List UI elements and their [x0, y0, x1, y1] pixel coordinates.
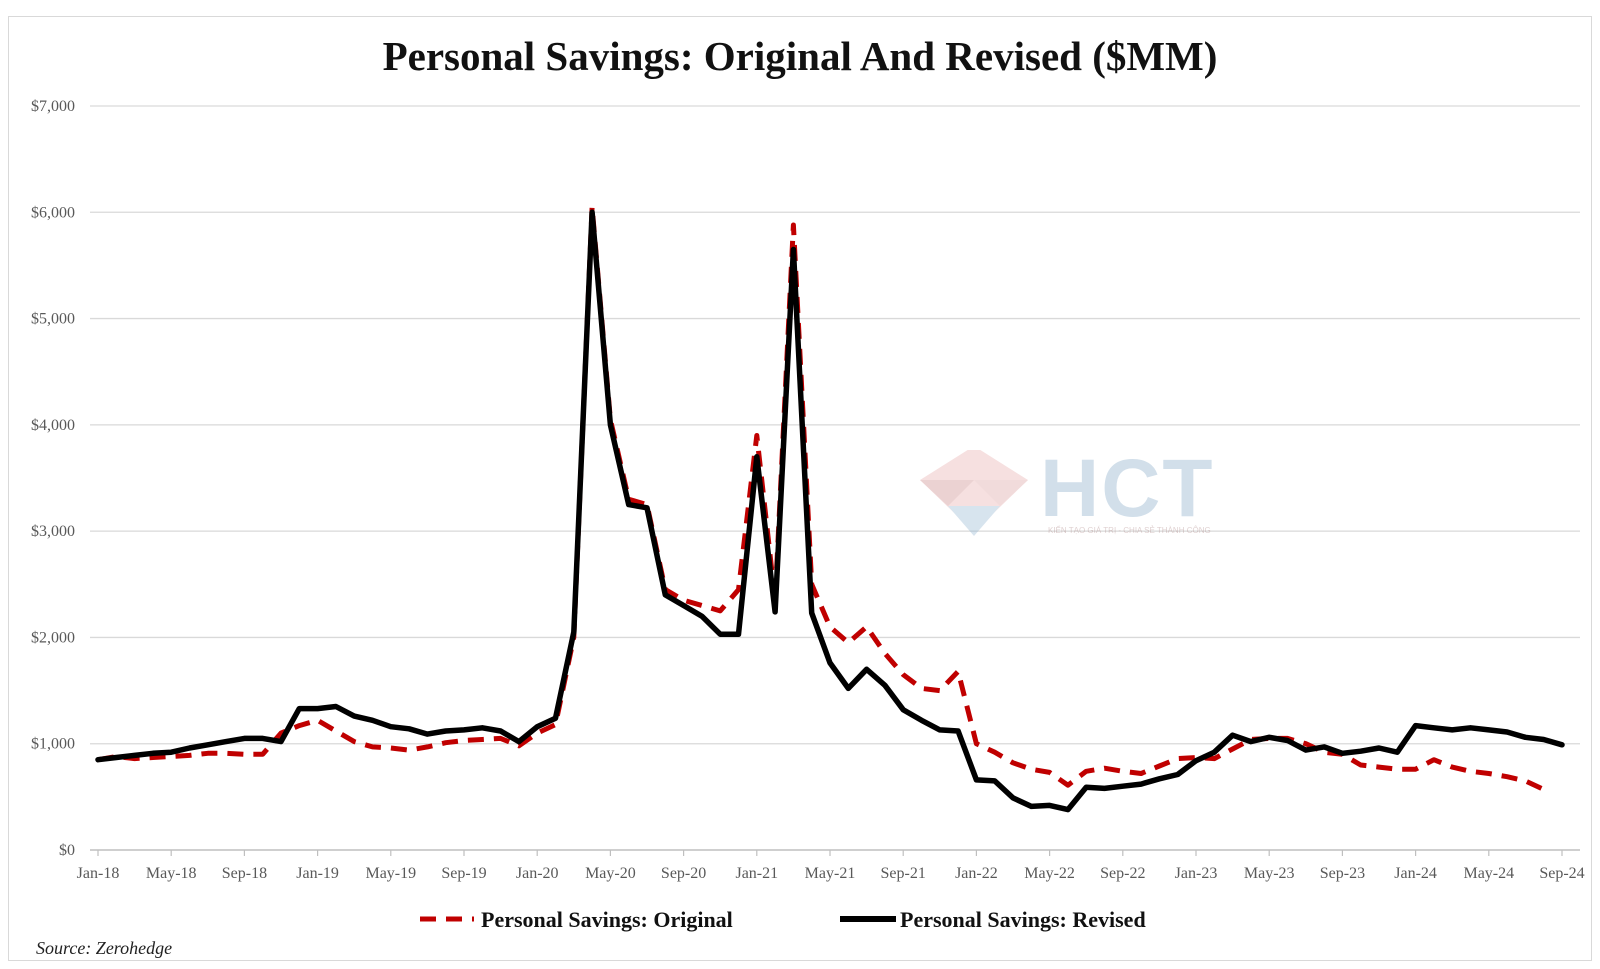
legend-label-revised: Personal Savings: Revised — [900, 907, 1146, 932]
x-tick-label: May-18 — [146, 865, 197, 882]
x-tick-label: Jan-23 — [1175, 865, 1218, 882]
y-tick-label: $1,000 — [31, 736, 75, 753]
x-tick-label: Sep-22 — [1100, 865, 1145, 882]
x-tick-label: Jan-20 — [516, 865, 559, 882]
y-tick-label: $6,000 — [31, 204, 75, 221]
x-tick-label: Sep-20 — [661, 865, 706, 882]
y-tick-label: $2,000 — [31, 629, 75, 646]
x-tick-label: Jan-22 — [955, 865, 998, 882]
x-tick-label: May-24 — [1463, 865, 1514, 882]
y-tick-label: $5,000 — [31, 311, 75, 328]
x-axis-tick-labels: Jan-18 May-18 Sep-18 Jan-19 May-19 Sep-19 Jan-… — [77, 850, 1585, 882]
legend: Personal Savings: Original Personal Savi… — [420, 907, 1146, 932]
x-tick-label: Sep-23 — [1320, 865, 1365, 882]
series-layer — [95, 204, 1565, 813]
watermark-text: HCT — [1040, 443, 1215, 534]
hct-watermark-logo: HCT KIẾN TẠO GIÁ TRỊ - CHIA SẺ THÀNH CÔN… — [918, 443, 1228, 540]
x-tick-label: May-21 — [805, 865, 856, 882]
x-tick-label: May-23 — [1244, 865, 1295, 882]
x-tick-label: May-22 — [1024, 865, 1075, 882]
gridlines — [90, 105, 1580, 745]
x-tick-label: Jan-18 — [77, 865, 120, 882]
y-tick-label: $3,000 — [31, 523, 75, 540]
legend-label-original: Personal Savings: Original — [481, 907, 733, 932]
x-tick-label: Sep-24 — [1539, 865, 1584, 882]
x-tick-label: Jan-21 — [735, 865, 778, 882]
diamond-logo-icon — [920, 446, 1028, 536]
y-tick-label: $0 — [59, 842, 75, 859]
chart-title: Personal Savings: Original And Revised (… — [382, 33, 1218, 79]
source-note: Source: Zerohedge — [36, 938, 173, 958]
series-line-revised — [95, 209, 1565, 813]
x-tick-label: Sep-18 — [222, 865, 267, 882]
y-tick-label: $4,000 — [31, 417, 75, 434]
x-tick-label: May-19 — [365, 865, 416, 882]
x-tick-label: Sep-21 — [881, 865, 926, 882]
watermark-tagline: KIẾN TẠO GIÁ TRỊ - CHIA SẺ THÀNH CÔNG — [1048, 526, 1211, 535]
y-axis-tick-labels: $0 $1,000 $2,000 $3,000 $4,000 $5,000 $6,000 $7… — [31, 98, 75, 859]
series-line-original — [97, 204, 1545, 792]
x-tick-label: Sep-19 — [441, 865, 486, 882]
x-tick-label: Jan-19 — [296, 865, 339, 882]
chart-frame — [8, 16, 1592, 961]
x-tick-label: Jan-24 — [1394, 865, 1437, 882]
y-tick-label: $7,000 — [31, 98, 75, 115]
x-tick-label: May-20 — [585, 865, 636, 882]
